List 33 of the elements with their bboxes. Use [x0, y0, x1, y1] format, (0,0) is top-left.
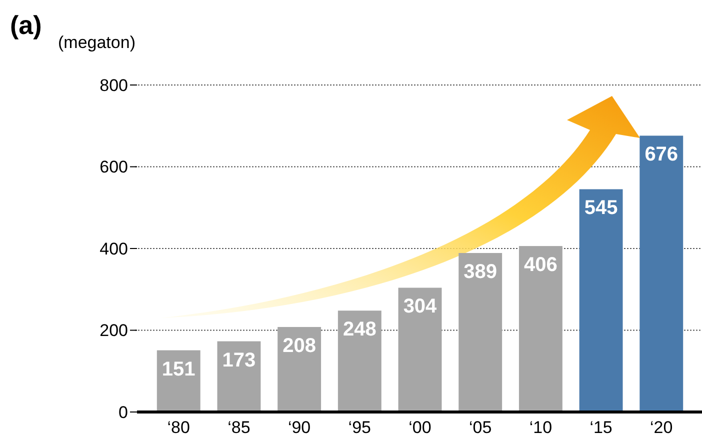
data-label: 406 [524, 254, 558, 276]
data-label: 208 [282, 334, 316, 357]
x-tick-label: ‘80 [167, 418, 190, 437]
bar [518, 246, 562, 412]
bar [458, 252, 502, 412]
bar [217, 341, 261, 412]
x-tick-label: ‘95 [348, 418, 371, 437]
x-tick-label: ‘05 [469, 418, 492, 437]
data-label: 304 [403, 296, 438, 318]
data-label: 151 [162, 358, 196, 380]
bar [398, 288, 442, 412]
x-tick-label: ‘90 [288, 418, 311, 437]
bar [640, 136, 684, 412]
data-label: 676 [644, 144, 678, 166]
x-tick-label: ‘20 [650, 418, 673, 437]
data-label: 389 [464, 260, 498, 283]
x-tick-label: ‘85 [228, 418, 250, 437]
x-tick-label: ‘15 [590, 418, 612, 437]
bar [278, 326, 322, 412]
y-tick-label: 0 [118, 402, 128, 422]
y-tick-label: 200 [100, 321, 128, 340]
y-axis-title: (megaton) [58, 33, 136, 52]
x-tick-label: ‘00 [408, 418, 432, 437]
data-label: 173 [222, 349, 256, 372]
y-tick-label: 400 [100, 239, 128, 258]
chart-title: (a) [10, 10, 42, 40]
y-tick-label: 800 [100, 76, 128, 95]
bar [579, 189, 623, 412]
data-label: 248 [342, 318, 376, 341]
x-tick-label: ‘10 [529, 418, 552, 437]
data-label: 545 [584, 197, 618, 220]
bar [338, 310, 382, 412]
y-tick-label: 600 [100, 158, 128, 177]
